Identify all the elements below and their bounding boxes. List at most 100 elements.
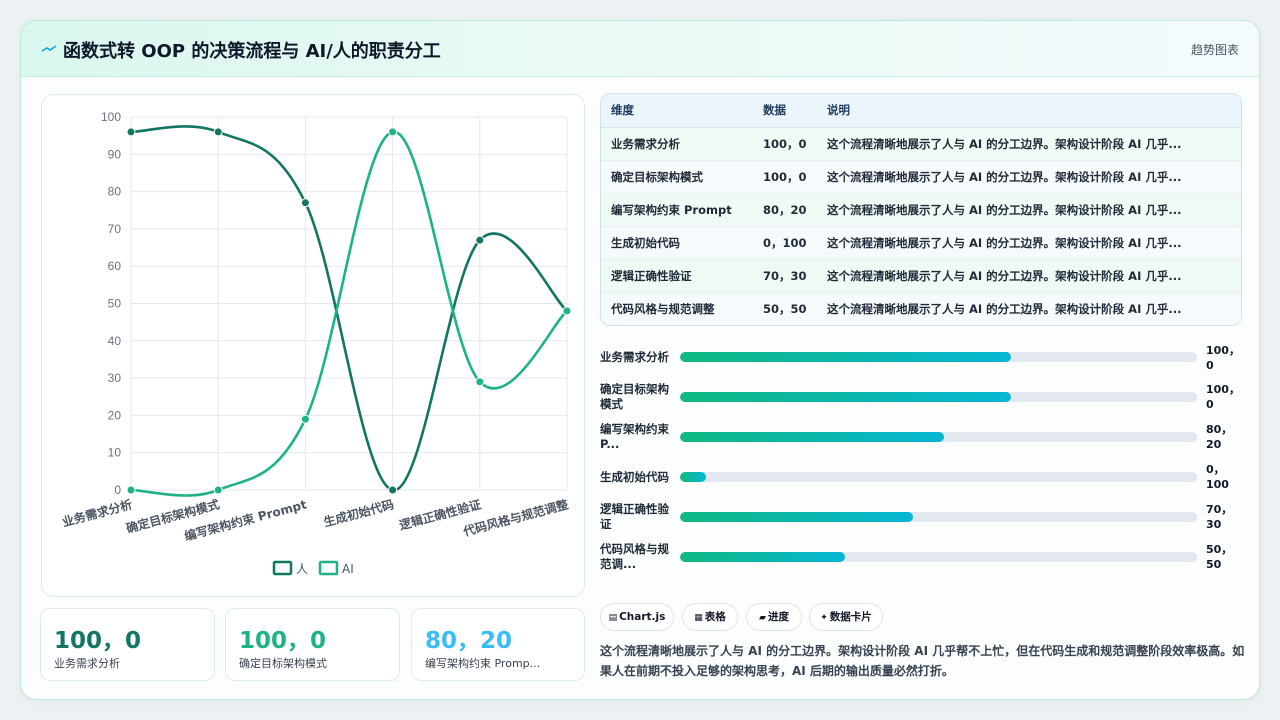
table-cell: 这个流程清晰地展示了人与 AI 的分工边界。架构设计阶段 AI 几乎... (817, 226, 1241, 260)
stat-card: 100，0 确定目标架构模式 (225, 608, 400, 681)
table-cell: 逻辑正确性验证 (601, 259, 753, 293)
data-point (126, 485, 136, 495)
pill-label: 进度 (767, 611, 789, 623)
progress-row: 生成初始代码 0，100 (600, 462, 1242, 498)
data-point (475, 235, 485, 245)
progress-value: 50，50 (1206, 543, 1233, 571)
table-icon: ▦ (694, 613, 703, 623)
table-row: 代码风格与规范调整 50，50 这个流程清晰地展示了人与 AI 的分工边界。架构… (601, 292, 1241, 325)
page-title: 函数式转 OOP 的决策流程与 AI/人的职责分工 (63, 41, 441, 62)
line-chart-panel: 0 10 20 30 40 50 60 70 80 90 100 业务需求分析 确定目标架构模式 编写架构… (41, 94, 585, 597)
progress-label: 业务需求分析 (600, 350, 669, 364)
progress-value: 100，0 (1206, 383, 1240, 411)
table-cell: 这个流程清晰地展示了人与 AI 的分工边界。架构设计阶段 AI 几乎... (817, 292, 1241, 325)
pill-label: Chart.js (619, 611, 666, 623)
progress-row: 确定目标架构模式 100，0 (600, 382, 1242, 418)
progress-track (680, 352, 1197, 362)
y-tick-label: 50 (108, 297, 122, 311)
chart-type-label[interactable]: 趋势图表 (1190, 43, 1239, 57)
data-point (213, 127, 223, 137)
progress-fill (680, 352, 1011, 362)
stat-card: 100，0 业务需求分析 (40, 608, 215, 681)
table-cell: 编写架构约束 Prompt (601, 193, 753, 227)
stat-value: 100，0 (54, 628, 142, 654)
data-table: 维度 数据 说明 业务需求分析 100，0 这个流程清晰地展示了人与 AI 的分… (600, 93, 1242, 326)
table-cell: 0，100 (753, 226, 817, 260)
y-tick-label: 20 (108, 408, 122, 422)
data-point (126, 127, 136, 137)
table-cell: 这个流程清晰地展示了人与 AI 的分工边界。架构设计阶段 AI 几乎... (817, 259, 1241, 293)
series-line (130, 125, 568, 492)
progress-value: 100，0 (1206, 344, 1240, 372)
y-tick-label: 30 (108, 371, 122, 385)
progress-label: 编写架构约束 P... (600, 422, 669, 451)
progress-track (680, 472, 1197, 482)
legend-swatch (272, 560, 293, 576)
table-cell: 代码风格与规范调整 (601, 292, 753, 325)
series-line (130, 130, 568, 497)
column-header: 说明 (817, 94, 1241, 128)
y-tick-label: 10 (108, 446, 122, 460)
header: 函数式转 OOP 的决策流程与 AI/人的职责分工 趋势图表 (21, 21, 1259, 77)
stat-value: 80，20 (425, 628, 513, 654)
progress-label: 逻辑正确性验证 (600, 502, 669, 531)
progress-fill (680, 512, 913, 522)
pill-chartjs[interactable]: ▤ Chart.js (600, 603, 674, 631)
y-tick-label: 70 (108, 222, 122, 236)
table-cell: 业务需求分析 (601, 127, 753, 161)
x-tick-label: 生成初始代码 (322, 496, 395, 529)
x-tick-label: 业务需求分析 (60, 496, 133, 529)
y-tick-label: 100 (101, 110, 121, 124)
progress-value: 80，20 (1206, 423, 1233, 451)
stat-value: 100，0 (239, 628, 327, 654)
stat-card: 80，20 编写架构约束 Promp... (411, 608, 585, 681)
data-point (388, 485, 398, 495)
main-card: 函数式转 OOP 的决策流程与 AI/人的职责分工 趋势图表 0 10 20 30 40… (20, 20, 1260, 700)
table-cell: 这个流程清晰地展示了人与 AI 的分工边界。架构设计阶段 AI 几乎... (817, 193, 1241, 227)
progress-track (680, 392, 1197, 402)
card-icon: ✦ (820, 613, 828, 623)
progress-label: 代码风格与规范调... (600, 542, 669, 571)
table-cell: 生成初始代码 (601, 226, 753, 260)
legend-label: AI (342, 562, 354, 576)
y-tick-label: 60 (108, 259, 122, 273)
table-cell: 80，20 (753, 193, 817, 227)
line-chart: 0102030405060708090100业务需求分析确定目标架构模式编写架构… (60, 110, 572, 576)
progress-label: 生成初始代码 (600, 470, 669, 484)
pill-table[interactable]: ▦ 表格 (682, 603, 738, 631)
table-cell: 这个流程清晰地展示了人与 AI 的分工边界。架构设计阶段 AI 几乎... (817, 127, 1241, 161)
stat-label: 确定目标架构模式 (239, 657, 327, 670)
legend-swatch (318, 560, 339, 576)
progress-label: 确定目标架构模式 (600, 382, 669, 411)
data-point (213, 485, 223, 495)
table-cell: 100，0 (753, 127, 817, 161)
progress-value: 70，30 (1206, 503, 1233, 531)
column-header: 维度 (601, 94, 753, 128)
table-row: 生成初始代码 0，100 这个流程清晰地展示了人与 AI 的分工边界。架构设计阶… (601, 226, 1241, 260)
table-row: 逻辑正确性验证 70，30 这个流程清晰地展示了人与 AI 的分工边界。架构设计… (601, 259, 1241, 293)
y-tick-label: 40 (108, 334, 122, 348)
stat-label: 编写架构约束 Promp... (425, 657, 541, 670)
table-row: 确定目标架构模式 100，0 这个流程清晰地展示了人与 AI 的分工边界。架构设… (601, 160, 1241, 194)
zigzag-arrow-icon (41, 45, 57, 52)
progress-value: 0，100 (1206, 463, 1229, 491)
y-tick-label: 90 (108, 147, 122, 161)
table-cell: 确定目标架构模式 (601, 160, 753, 194)
progress-track (680, 512, 1197, 522)
pill-progress[interactable]: ▰ 进度 (746, 603, 802, 631)
summary-text: 这个流程清晰地展示了人与 AI 的分工边界。架构设计阶段 AI 几乎帮不上忙，但… (600, 644, 1245, 678)
chart-icon: ▤ (608, 613, 618, 623)
table-row: 业务需求分析 100，0 这个流程清晰地展示了人与 AI 的分工边界。架构设计阶… (601, 127, 1241, 161)
data-point (475, 377, 485, 387)
progress-row: 编写架构约束 P... 80，20 (600, 422, 1242, 458)
y-tick-label: 80 (108, 185, 122, 199)
pill-data-card[interactable]: ✦ 数据卡片 (809, 603, 883, 631)
pill-label: 数据卡片 (829, 611, 872, 623)
table-cell: 70，30 (753, 259, 817, 293)
table-cell: 50，50 (753, 292, 817, 325)
table-header-row: 维度 数据 说明 (601, 94, 1241, 128)
progress-track (680, 552, 1197, 562)
stat-label: 业务需求分析 (54, 657, 120, 670)
y-tick-label: 0 (114, 483, 121, 497)
table-cell: 这个流程清晰地展示了人与 AI 的分工边界。架构设计阶段 AI 几乎... (817, 160, 1241, 194)
